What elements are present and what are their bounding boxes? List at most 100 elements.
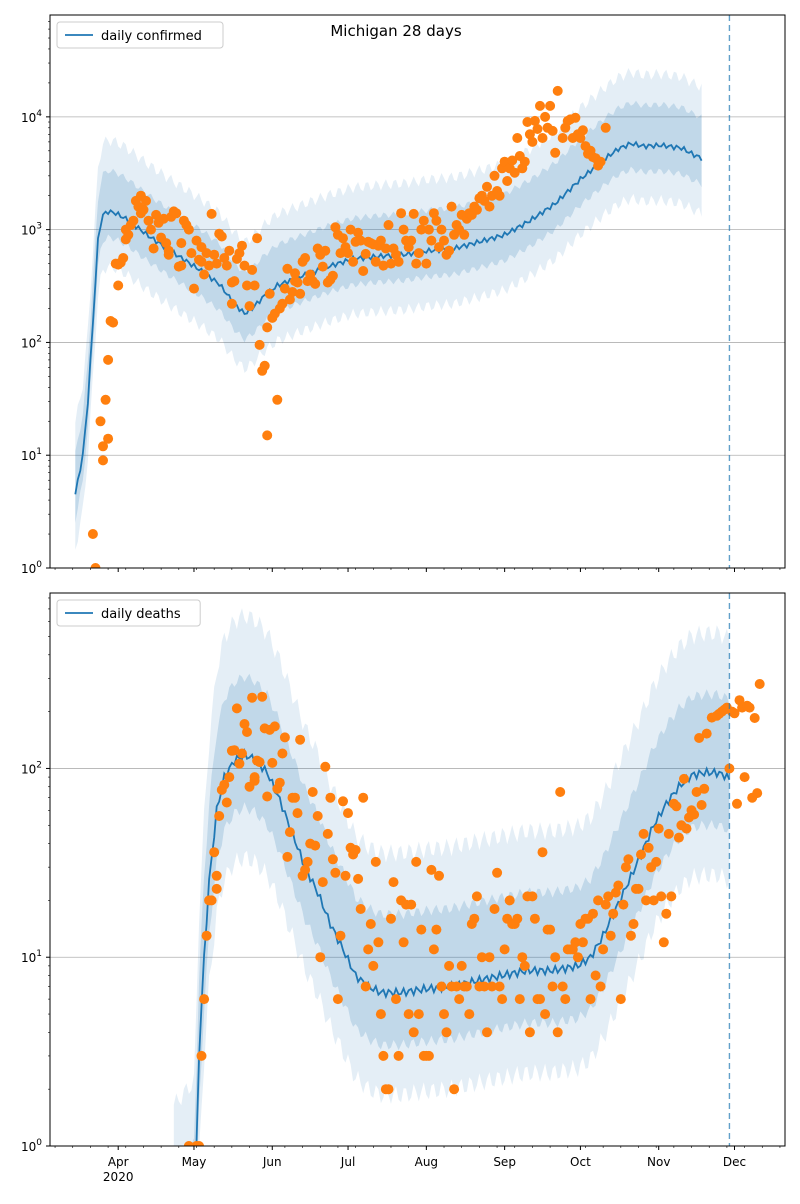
observation-point [507, 155, 518, 166]
observation-point [411, 258, 422, 269]
observation-point [360, 248, 371, 259]
observation-point [237, 748, 247, 759]
observation-point [370, 856, 381, 867]
observation-point [113, 280, 124, 291]
observation-point [383, 1084, 394, 1095]
observation-point [269, 721, 280, 732]
observation-point [585, 994, 596, 1005]
observation-point [290, 792, 300, 803]
observation-point [295, 734, 306, 745]
observation-point [239, 719, 250, 729]
y-tick-label: 100 [21, 1138, 42, 1154]
observation-point [214, 811, 225, 821]
observation-point [540, 1009, 551, 1020]
observation-point [277, 298, 288, 309]
observation-point [239, 260, 250, 271]
observation-point [143, 215, 154, 226]
observation-point [338, 233, 348, 244]
observation-point [524, 129, 535, 140]
observation-point [643, 842, 654, 853]
observation-point [537, 847, 548, 858]
observation-point [428, 944, 439, 955]
observation-point [158, 213, 169, 224]
observation-point [625, 930, 636, 941]
observation-point [413, 248, 424, 259]
observation-point [732, 798, 742, 809]
observation-point [613, 880, 624, 891]
observation-point [423, 1050, 434, 1061]
x-tick-label: Oct [570, 1155, 591, 1169]
observation-point [598, 944, 609, 955]
y-tick-label: 101 [21, 949, 42, 965]
observation-point [249, 280, 260, 291]
observation-point [282, 263, 293, 274]
observation-point [754, 679, 765, 689]
observation-point [209, 847, 220, 858]
observation-point [605, 930, 616, 941]
legend [56, 599, 201, 627]
observation-point [221, 260, 232, 271]
observation-point [98, 455, 108, 466]
observation-point [444, 245, 455, 256]
observation-point [176, 238, 187, 249]
observation-point [282, 851, 293, 862]
legend [56, 21, 224, 49]
observation-point [570, 937, 581, 948]
observation-point [355, 904, 366, 914]
observation-point [264, 288, 275, 299]
observation-point [348, 256, 359, 267]
observation-point [575, 133, 586, 143]
observation-point [436, 981, 447, 992]
observation-point [623, 854, 634, 865]
observation-point [95, 416, 106, 427]
observation-point [108, 317, 119, 328]
x-tick-label: May [182, 1155, 207, 1169]
observation-point [242, 727, 252, 737]
observation-point [183, 1141, 194, 1146]
observation-point [393, 256, 404, 267]
observation-point [292, 808, 303, 819]
observation-point [570, 112, 581, 123]
observation-point [249, 772, 260, 783]
observation-point [373, 937, 384, 948]
observation-point [403, 1009, 414, 1020]
observation-point [290, 268, 300, 279]
observation-point [527, 891, 538, 902]
observation-point [353, 873, 364, 884]
observation-point [499, 944, 510, 955]
observation-point [292, 277, 303, 288]
observation-point [504, 895, 515, 906]
observation-point [216, 231, 227, 242]
x-tick-label: Nov [647, 1155, 670, 1169]
legend-label: daily deaths [101, 607, 181, 622]
observation-point [204, 260, 215, 271]
observation-point [386, 258, 396, 269]
observation-point [262, 322, 273, 333]
plot-area [50, 68, 785, 568]
observation-point [482, 1027, 492, 1038]
observation-point [497, 994, 508, 1005]
observation-point [600, 899, 611, 910]
observation-point [219, 779, 230, 790]
observation-point [388, 877, 399, 888]
x-year-label: 2020 [103, 1170, 134, 1184]
plot-area [50, 608, 785, 1146]
observation-point [744, 702, 755, 713]
observation-point [519, 960, 530, 971]
observation-point [310, 278, 321, 289]
observation-point [451, 981, 462, 992]
observation-point [411, 856, 422, 867]
observation-point [353, 227, 364, 238]
observation-point [211, 870, 222, 881]
observation-point [446, 201, 457, 212]
observation-point [234, 758, 245, 769]
observation-point [320, 245, 331, 256]
observation-point [441, 1027, 452, 1038]
observation-point [315, 952, 326, 963]
observation-point [224, 245, 235, 256]
observation-point [426, 235, 437, 246]
observation-point [588, 908, 598, 919]
observation-point [590, 970, 601, 981]
observation-point [681, 823, 692, 834]
observation-point [431, 924, 442, 935]
